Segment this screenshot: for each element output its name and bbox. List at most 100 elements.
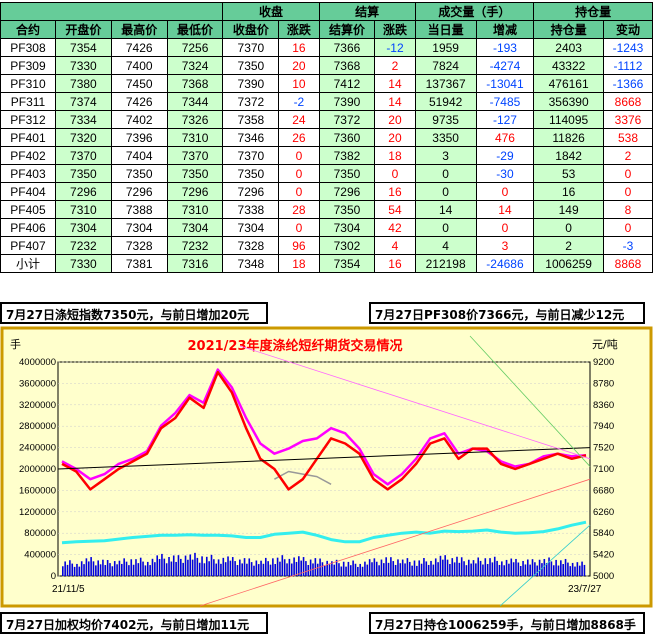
volume-bar	[517, 562, 520, 576]
volume-bar	[234, 561, 236, 576]
volume-bar	[191, 559, 194, 576]
table-cell: 7302	[318, 236, 376, 255]
volume-bar	[69, 560, 71, 576]
volume-bar	[463, 561, 465, 576]
volume-bar	[142, 561, 144, 576]
table-cell: 1006259	[533, 254, 604, 273]
volume-bar	[111, 566, 114, 576]
table-cell: 16	[374, 182, 416, 201]
table-cell: 7370	[222, 38, 280, 57]
volume-bar	[385, 557, 387, 576]
table-cell: PF309	[0, 56, 56, 75]
table-cell: 16	[278, 38, 320, 57]
table-cell: 8668	[602, 92, 653, 111]
volume-bar	[215, 563, 218, 576]
volume-bar	[333, 564, 336, 576]
table-cell: 0	[602, 218, 653, 237]
volume-bar	[246, 563, 248, 576]
volume-bar	[231, 557, 234, 576]
volume-bar	[217, 559, 220, 576]
table-cell: 7304	[110, 218, 168, 237]
table-cell: 0	[602, 164, 653, 183]
table-cell: 7232	[54, 236, 112, 255]
table-cell: 7388	[110, 200, 168, 219]
volume-bar	[241, 563, 243, 576]
volume-bar	[383, 563, 385, 576]
table-cell: 7350	[166, 164, 224, 183]
column-header: 持仓量	[533, 20, 604, 39]
table-cell: 7404	[110, 146, 168, 165]
column-header: 收盘价	[222, 20, 280, 39]
table-cell: 7381	[110, 254, 168, 273]
table-cell: 16	[533, 182, 604, 201]
volume-bar	[345, 566, 347, 576]
volume-bar	[505, 559, 508, 576]
volume-bar	[574, 566, 576, 576]
table-cell: 14	[374, 92, 416, 111]
volume-bar	[328, 564, 331, 576]
column-header: 最高价	[110, 20, 168, 39]
table-cell: 7304	[222, 218, 280, 237]
table-cell: 7310	[166, 200, 224, 219]
volume-bar	[425, 561, 428, 576]
volume-bar	[80, 561, 83, 576]
table-cell: -3	[602, 236, 653, 255]
table-cell: 538	[602, 128, 653, 147]
volume-bar	[106, 560, 109, 576]
volume-bar	[71, 563, 74, 576]
volume-bar	[531, 559, 534, 576]
table-cell: 7372	[318, 110, 376, 129]
table-cell: 7426	[110, 92, 168, 111]
guide-line	[499, 524, 591, 607]
table-cell: 20	[278, 56, 320, 75]
header-blank	[0, 2, 224, 21]
volume-bar	[168, 557, 170, 576]
left-tick-label: 0	[51, 571, 56, 582]
volume-bar	[418, 560, 421, 576]
table-cell: 356390	[533, 92, 604, 111]
volume-bar	[83, 564, 85, 576]
header-group-row: 收盘 结算 成交量（手） 持仓量	[0, 2, 653, 21]
volume-bar	[451, 558, 454, 576]
table-cell: 7296	[54, 182, 112, 201]
table-cell: -1366	[602, 74, 653, 93]
volume-bar	[283, 559, 286, 576]
volume-bar	[137, 563, 140, 576]
table-row: PF309 7330 7400 7324 7350 20 7368 2 7824 -4274 433…	[0, 56, 653, 75]
volume-bar	[349, 565, 352, 576]
volume-bar	[467, 559, 470, 576]
table-cell: 7296	[166, 182, 224, 201]
volume-bar	[113, 561, 116, 576]
table-cell: -1112	[602, 56, 653, 75]
volume-bar	[324, 565, 326, 576]
volume-bar	[239, 559, 241, 576]
volume-bar	[347, 561, 350, 576]
volume-bar	[314, 558, 317, 576]
volume-bar	[76, 563, 78, 576]
caption-pf308: 7月27日PF308价7366元，与前日减少12元	[369, 302, 645, 324]
volume-bar	[286, 563, 288, 576]
volume-bar	[250, 562, 253, 576]
column-header: 涨跌	[278, 20, 320, 39]
volume-bar	[512, 562, 515, 576]
volume-bar	[423, 558, 425, 576]
volume-bar	[406, 558, 409, 576]
volume-bar	[434, 558, 437, 576]
chart-title: 2021/23年度涤纶短纤期货交易情况	[187, 338, 402, 354]
table-cell: -7485	[475, 92, 535, 111]
table-cell: 114095	[533, 110, 604, 129]
table-cell: 7374	[54, 92, 112, 111]
volume-bar	[439, 555, 442, 576]
table-cell: 7358	[222, 110, 280, 129]
left-tick-label: 2800000	[19, 421, 56, 432]
volume-bar	[437, 562, 439, 576]
table-cell: 7370	[222, 146, 280, 165]
volume-bar	[132, 564, 135, 576]
table-cell: 0	[414, 182, 477, 201]
volume-bar	[432, 564, 435, 576]
table-cell: 8868	[602, 254, 653, 273]
table-row: PF405 7310 7388 7310 7338 28 7350 54 14 14 149 8	[0, 200, 653, 219]
table-cell: PF405	[0, 200, 56, 219]
volume-bar	[205, 556, 208, 576]
volume-bar	[578, 565, 581, 576]
